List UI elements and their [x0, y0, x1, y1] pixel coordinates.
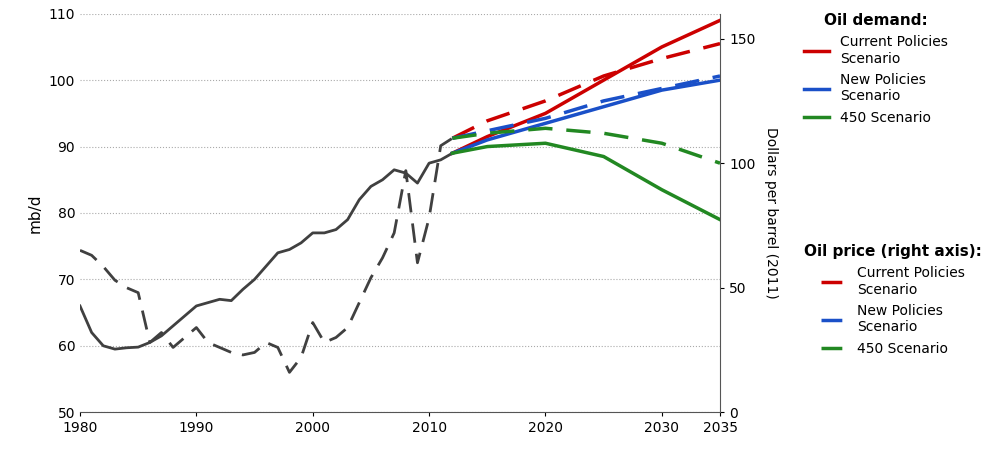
- Y-axis label: mb/d: mb/d: [28, 193, 43, 233]
- Y-axis label: Dollars per barrel (2011): Dollars per barrel (2011): [764, 127, 778, 299]
- Legend: Current Policies
Scenario, New Policies
Scenario, 450 Scenario: Current Policies Scenario, New Policies …: [804, 244, 982, 356]
